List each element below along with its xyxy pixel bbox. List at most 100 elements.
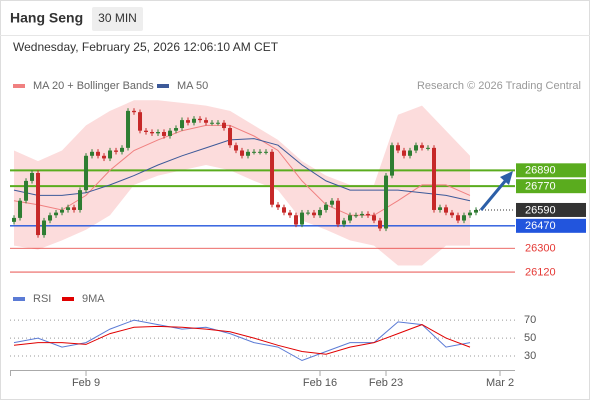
- candle-body: [36, 172, 41, 236]
- candle-body: [150, 132, 155, 134]
- candle-body: [42, 220, 47, 236]
- arrow-head: [500, 171, 513, 185]
- legend-label: 9MA: [82, 293, 105, 305]
- candle-body: [198, 118, 203, 121]
- candle-body: [246, 151, 251, 156]
- candle-body: [114, 150, 119, 152]
- price-panel: MA 20 + Bollinger Bands MA 50 26890 26770 26…: [10, 80, 586, 389]
- candle-body: [294, 215, 299, 225]
- last-price-label: 26590: [525, 204, 556, 216]
- candle-body: [372, 215, 377, 221]
- candle-body: [210, 122, 215, 124]
- candle-body: [456, 215, 461, 221]
- candle-body: [342, 220, 347, 225]
- candle-body: [420, 145, 425, 148]
- rsi-panel: RSI 9MA 70 50 30: [10, 293, 536, 362]
- legend-label: RSI: [33, 293, 51, 305]
- y-tick-label: 30: [524, 350, 536, 362]
- candle-body: [312, 212, 317, 216]
- legend-label: MA 50: [177, 80, 208, 92]
- candle-body: [330, 200, 335, 205]
- instrument: Hang Seng: [10, 10, 83, 26]
- candle-body: [174, 128, 179, 131]
- candle-body: [468, 212, 473, 216]
- candle-body: [408, 150, 413, 156]
- candle-body: [282, 207, 287, 213]
- rsi-line: [13, 324, 471, 355]
- x-tick-label: Feb 16: [303, 377, 337, 389]
- rsi-line: [13, 319, 471, 362]
- candle-body: [54, 212, 59, 216]
- candle-body: [348, 215, 353, 221]
- candle-body: [414, 145, 419, 151]
- candle-body: [276, 204, 281, 208]
- candle-body: [222, 122, 227, 129]
- candle-body: [396, 145, 401, 151]
- candle-body: [66, 207, 71, 210]
- candle-body: [384, 175, 389, 229]
- candle-body: [96, 151, 101, 156]
- last-price-box: [516, 202, 586, 217]
- level-label: 26770: [525, 181, 556, 193]
- candle-body: [216, 122, 221, 124]
- candle-body: [60, 209, 65, 213]
- candle-body: [258, 151, 263, 153]
- candle-body: [204, 120, 209, 123]
- candle-body: [108, 150, 113, 159]
- legend-swatch: [13, 84, 25, 88]
- candle-body: [126, 110, 131, 148]
- candle-body: [264, 151, 269, 153]
- candle-body: [426, 147, 431, 149]
- interval[interactable]: 30 MIN: [98, 11, 137, 25]
- candle-body: [438, 207, 443, 210]
- candle-body: [366, 213, 371, 216]
- candle-body: [402, 150, 407, 156]
- candle-body: [444, 207, 449, 213]
- level-label: 26470: [525, 220, 556, 232]
- candle-body: [72, 207, 77, 210]
- candle-body: [450, 212, 455, 216]
- y-tick-label: 70: [524, 314, 536, 326]
- candle-body: [138, 112, 143, 131]
- candle-body: [252, 151, 257, 153]
- candle-body: [102, 155, 107, 159]
- candle-body: [390, 145, 395, 176]
- candle-body: [228, 128, 233, 146]
- candle-body: [360, 213, 365, 216]
- candle-body: [24, 180, 29, 201]
- candle-body: [474, 209, 479, 213]
- forecast-arrow: [479, 179, 508, 211]
- legend-swatch: [13, 297, 25, 301]
- level-label: 26120: [525, 266, 556, 278]
- level-label-box: [516, 179, 586, 194]
- candle-body: [378, 220, 383, 229]
- candle-body: [30, 172, 35, 181]
- candle-body: [240, 150, 245, 156]
- legend-swatch: [157, 84, 169, 88]
- candle-body: [318, 209, 323, 216]
- candle-body: [48, 215, 53, 221]
- candle-body: [192, 118, 197, 123]
- x-tick-label: Mar 2: [486, 377, 514, 389]
- candle-body: [120, 147, 125, 152]
- candle-body: [18, 200, 23, 218]
- legend-swatch: [62, 297, 74, 301]
- candle-body: [90, 151, 95, 156]
- candle-body: [162, 132, 167, 136]
- candle-body: [180, 120, 185, 129]
- candle-body: [186, 120, 191, 123]
- candle-body: [78, 190, 83, 210]
- candle-body: [462, 215, 467, 221]
- candle-body: [84, 155, 89, 191]
- candle-body: [156, 132, 161, 134]
- interval-box[interactable]: [92, 7, 143, 31]
- candle-body: [306, 212, 311, 214]
- level-label: 26890: [525, 165, 556, 177]
- candle-body: [144, 130, 149, 132]
- candle-body: [288, 212, 293, 216]
- level-label: 26300: [525, 243, 556, 255]
- x-tick-label: Feb 9: [72, 377, 100, 389]
- candle-body: [132, 110, 137, 113]
- candle-body: [324, 204, 329, 210]
